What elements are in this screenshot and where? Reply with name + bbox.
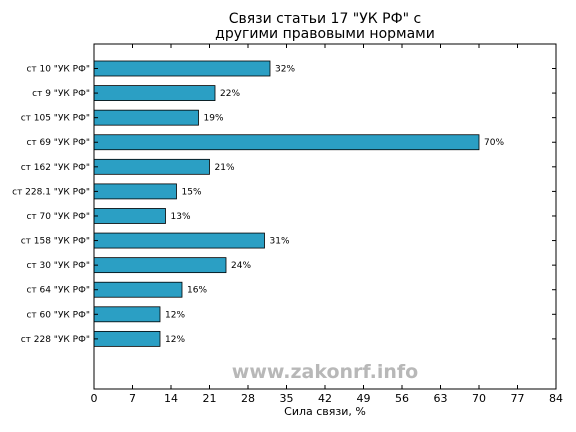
x-tick-label: 14: [164, 392, 178, 405]
category-label: ст 9 "УК РФ": [32, 89, 90, 99]
category-label: ст 105 "УК РФ": [21, 114, 90, 124]
bar: [93, 109, 199, 126]
bar: [93, 306, 161, 323]
category-label: ст 70 "УК РФ": [26, 212, 90, 222]
x-tick-label: 77: [511, 392, 525, 405]
bar: [93, 232, 265, 249]
category-label: ст 228 "УК РФ": [21, 335, 90, 345]
bar: [93, 257, 227, 274]
bar-value-label: 24%: [231, 261, 251, 271]
chart-title: Связи статьи 17 "УК РФ" с другими правов…: [215, 11, 435, 42]
category-label: ст 158 "УК РФ": [21, 237, 90, 247]
bar: [93, 183, 177, 200]
x-tick-label: 63: [434, 392, 448, 405]
x-tick-label: 84: [549, 392, 563, 405]
category-label: ст 10 "УК РФ": [26, 65, 90, 75]
x-axis-label: Сила связи, %: [284, 405, 366, 418]
bar: [93, 85, 216, 101]
bar: [93, 208, 166, 224]
bar-value-label: 12%: [165, 335, 185, 345]
x-axis: 0 7 14 21 28 35 42 49 56 63 70 77 84: [91, 44, 563, 405]
x-tick-label: 28: [241, 392, 255, 405]
category-label: ст 64 "УК РФ": [26, 286, 90, 296]
chart-title-line-1: Связи статьи 17 "УК РФ" с: [229, 11, 422, 27]
x-tick-label: 7: [129, 392, 136, 405]
bar-value-label: 13%: [171, 212, 191, 222]
bar-value-label: 31%: [270, 237, 290, 247]
bar: [93, 60, 271, 77]
bar: [93, 281, 183, 298]
category-label: ст 228.1 "УК РФ": [12, 187, 90, 197]
watermark-text: www.zakonrf.info: [232, 361, 418, 383]
x-tick-label: 35: [280, 392, 294, 405]
bar-value-label: 70%: [484, 138, 504, 148]
chart-title-line-2: другими правовыми нормами: [215, 26, 435, 42]
bar-value-label: 16%: [187, 286, 207, 296]
bars-group: 32% 22% 19% 70% 21% 15% 13% 31% 24% 16% 12% 12%: [93, 60, 504, 347]
x-tick-label: 56: [395, 392, 409, 405]
bar: [93, 330, 161, 347]
x-tick-label: 49: [357, 392, 371, 405]
bar-value-label: 32%: [275, 65, 295, 75]
y-axis: ст 10 "УК РФ" ст 9 "УК РФ" ст 105 "УК РФ" с…: [12, 65, 556, 345]
bar-value-label: 15%: [182, 187, 202, 197]
x-tick-label: 42: [318, 392, 332, 405]
bar: [93, 158, 210, 175]
x-tick-label: 21: [203, 392, 217, 405]
category-label: ст 69 "УК РФ": [26, 138, 90, 148]
bar-value-label: 19%: [204, 114, 224, 124]
category-label: ст 30 "УК РФ": [26, 261, 90, 271]
x-tick-label: 70: [472, 392, 486, 405]
category-label: ст 60 "УК РФ": [26, 310, 90, 320]
bar-value-label: 22%: [220, 89, 240, 99]
bar: [93, 134, 480, 151]
category-label: ст 162 "УК РФ": [21, 163, 90, 173]
bar-value-label: 12%: [165, 310, 185, 320]
bar-value-label: 21%: [215, 163, 235, 173]
x-tick-label: 0: [91, 392, 98, 405]
